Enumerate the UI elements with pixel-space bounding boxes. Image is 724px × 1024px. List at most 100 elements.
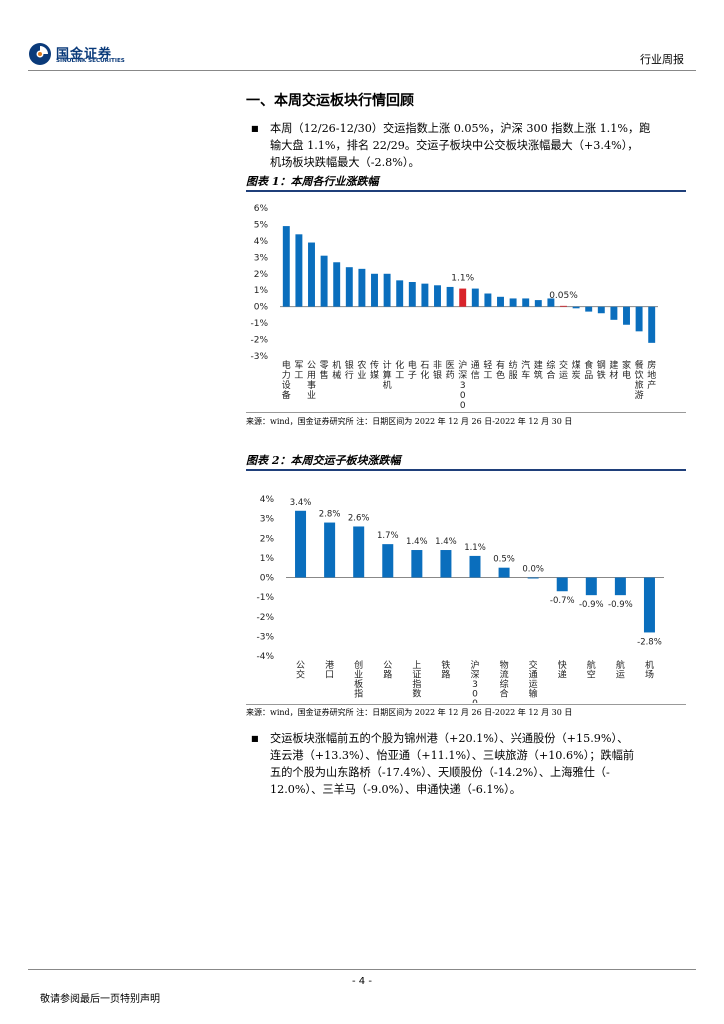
x-tick-label: 钢铁 (597, 359, 606, 381)
data-label: -0.9% (608, 600, 633, 610)
bar (434, 285, 441, 307)
figure2-chart: 4% 3% 2% 1% 0% -1% -2% -3% -4% 3.4% 公交 2.8% 港口 2.6% 创业… (256, 495, 664, 703)
footer-divider (28, 969, 696, 970)
data-label: -2.8% (637, 637, 662, 647)
data-label: 0.5% (493, 555, 515, 565)
figure2-title-rule (246, 469, 686, 471)
x-tick-label: 家电 (622, 359, 631, 381)
data-label: 1.4% (406, 537, 428, 547)
y-tick-label: 5% (254, 220, 269, 230)
x-tick-label: 建材 (609, 359, 618, 381)
x-tick-label: 纺服 (509, 359, 518, 381)
x-tick-label: 创业板指 (354, 659, 363, 700)
x-tick-label: 公路 (383, 660, 392, 681)
paragraph-line: 本周（12/26-12/30）交运指数上涨 0.05%，沪深 300 指数上涨 … (270, 122, 651, 135)
x-tick-label: 铁路 (441, 659, 450, 681)
figure1-title-rule (246, 190, 686, 192)
paragraph-line: 机场板块跌幅最大（-2.8%）。 (270, 156, 420, 169)
logo-english-name: SINOLINK SECURITIES (56, 58, 125, 64)
x-tick-label: 公交 (296, 660, 305, 681)
bar (547, 298, 555, 307)
x-tick-label: 有色 (496, 359, 505, 381)
bar (509, 298, 517, 307)
x-tick-label: 航运 (616, 659, 625, 681)
bar (333, 262, 341, 307)
data-label: 1.1% (451, 274, 474, 284)
x-tick-label: 交通运输 (529, 659, 538, 700)
y-tick-label: 0% (254, 303, 269, 313)
bar (396, 280, 404, 307)
x-tick-label: 航空 (587, 659, 596, 681)
bar (459, 288, 467, 307)
bar (408, 282, 416, 307)
figure1-source-rule (246, 412, 686, 413)
report-type: 行业周报 (640, 53, 684, 66)
bar (534, 300, 542, 307)
x-tick-label: 机械 (332, 359, 341, 381)
y-tick-label: 3% (260, 515, 275, 525)
y-tick-label: 3% (254, 253, 269, 263)
y-tick-label: -3% (256, 632, 274, 642)
bar (498, 567, 510, 578)
paragraph-line: 12.0%）、三羊马（-9.0%）、申通快递（-6.1%）。 (270, 783, 521, 796)
bar (295, 234, 303, 307)
header-divider (28, 70, 696, 71)
y-tick-label: -2% (256, 613, 274, 623)
figure1-source: 来源：wind，国金证券研究所 注：日期区间为 2022 年 12 月 26 日… (246, 417, 573, 426)
section-title: 一、本周交运板块行情回顾 (246, 93, 414, 109)
data-label: 0.0% (522, 565, 544, 575)
bar (383, 273, 391, 307)
y-tick-label: -4% (256, 652, 274, 662)
x-tick-label: 公用事业 (307, 360, 316, 401)
y-tick-label: -1% (250, 319, 268, 329)
bar (320, 255, 328, 307)
bar (324, 522, 336, 578)
x-tick-label: 轻工 (483, 359, 492, 381)
bar (522, 298, 530, 307)
y-tick-label: -3% (250, 352, 268, 362)
x-tick-label: 化工 (395, 359, 404, 381)
bar (556, 577, 568, 592)
bar (371, 273, 378, 307)
x-tick-label: 建筑 (534, 359, 543, 381)
bar (469, 555, 481, 578)
data-label: 0.05% (549, 291, 578, 301)
stocks-paragraph: 交运板块涨幅前五的个股为锦州港（+20.1%）、兴通股份（+15.9%）、 连云… (270, 730, 690, 798)
bar (353, 526, 365, 578)
y-tick-label: 2% (260, 534, 275, 544)
brand-logo: 国金证券 SINOLINK SECURITIES (28, 42, 138, 68)
x-tick-label: 机场 (645, 659, 654, 681)
bar (572, 306, 580, 309)
bar (382, 544, 394, 578)
paragraph-line: 连云港（+13.3%）、怡亚通（+11.1%）、三峡旅游（+10.6%）；跌幅前 (270, 749, 635, 762)
bar (585, 577, 597, 596)
x-tick-label: 汽车 (521, 359, 530, 381)
x-tick-label: 电子 (408, 359, 417, 381)
data-label: 2.8% (319, 510, 341, 520)
x-tick-label: 房地产 (647, 359, 656, 391)
x-tick-label: 石化 (420, 361, 429, 381)
x-tick-label: 通信 (471, 360, 480, 381)
figure1-title: 图表 1：本周各行业涨跌幅 (246, 175, 379, 188)
bar (484, 293, 492, 307)
data-label: -0.9% (579, 600, 604, 610)
x-tick-label: 综合 (546, 359, 555, 381)
sinolink-logo-icon (29, 43, 51, 65)
y-tick-label: 0% (260, 574, 275, 584)
x-tick-label: 快递 (558, 659, 567, 681)
x-tick-label: 物流综合 (500, 659, 509, 700)
bar (440, 550, 452, 578)
y-tick-label: 1% (254, 286, 269, 296)
y-tick-label: 2% (254, 270, 269, 280)
bullet-square-icon: ■ (251, 734, 259, 743)
x-tick-label: 煤炭 (572, 359, 581, 381)
x-tick-label: 上证指数 (412, 660, 421, 700)
x-tick-label: 军工 (294, 360, 303, 381)
x-tick-label: 传媒 (370, 359, 379, 381)
x-tick-label: 零售 (320, 360, 329, 381)
x-tick-label: 医药 (446, 360, 455, 381)
bar (411, 550, 423, 578)
bar (295, 510, 307, 578)
x-tick-label: 银行 (345, 359, 354, 381)
